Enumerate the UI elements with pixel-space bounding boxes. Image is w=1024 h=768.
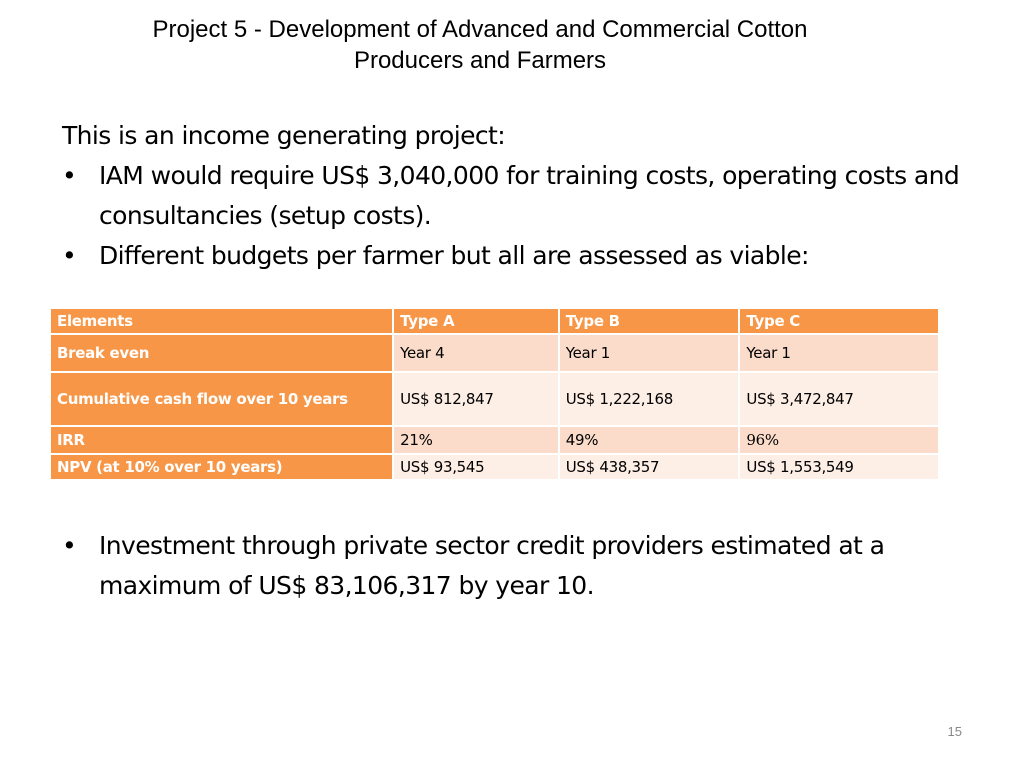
- slide-title-line-1: Project 5 - Development of Advanced and …: [152, 16, 808, 43]
- page-number: 15: [947, 724, 962, 739]
- slide-title-line-2: Producers and Farmers: [353, 47, 607, 74]
- table-cell: Year 1: [738, 333, 940, 373]
- bullet-icon: •: [62, 241, 77, 270]
- table-row: NPV (at 10% over 10 years) US$ 93,545 US…: [48, 453, 940, 481]
- bullet-text: Different budgets per farmer but all are…: [99, 241, 809, 270]
- table-row: Break even Year 4 Year 1 Year 1: [48, 333, 940, 373]
- table-cell: 49%: [557, 425, 741, 455]
- header-type-b: Type B: [557, 307, 741, 335]
- bullet-item: • Different budgets per farmer but all a…: [62, 236, 992, 276]
- table-cell: US$ 812,847: [392, 371, 560, 427]
- bullet-icon: •: [62, 161, 77, 190]
- row-label: NPV (at 10% over 10 years): [48, 453, 395, 481]
- bullet-text: IAM would require US$ 3,040,000 for trai…: [99, 161, 960, 230]
- table-cell: US$ 3,472,847: [738, 371, 940, 427]
- header-elements: Elements: [48, 307, 395, 335]
- table-cell: Year 4: [392, 333, 560, 373]
- body-text: This is an income generating project: • …: [62, 116, 992, 276]
- table-cell: US$ 93,545: [392, 453, 560, 481]
- table-cell: Year 1: [557, 333, 741, 373]
- table-cell: US$ 438,357: [557, 453, 741, 481]
- bullet-text: Investment through private sector credit…: [99, 531, 885, 600]
- table-cell: 21%: [392, 425, 560, 455]
- row-label: IRR: [48, 425, 395, 455]
- closing-bullet-block: • Investment through private sector cred…: [62, 526, 1002, 606]
- closing-bullet-list: • Investment through private sector cred…: [62, 526, 1002, 606]
- row-label: Break even: [48, 333, 395, 373]
- header-type-a: Type A: [392, 307, 560, 335]
- table-cell: 96%: [738, 425, 940, 455]
- budget-table: Elements Type A Type B Type C Break even…: [48, 307, 940, 481]
- table-header-row: Elements Type A Type B Type C: [48, 307, 940, 335]
- table-row: IRR 21% 49% 96%: [48, 425, 940, 455]
- table-cell: US$ 1,222,168: [557, 371, 741, 427]
- bullet-item: • IAM would require US$ 3,040,000 for tr…: [62, 156, 992, 236]
- table-cell: US$ 1,553,549: [738, 453, 940, 481]
- header-type-c: Type C: [738, 307, 940, 335]
- table-row: Cumulative cash flow over 10 years US$ 8…: [48, 371, 940, 427]
- bullet-list: • IAM would require US$ 3,040,000 for tr…: [62, 156, 992, 276]
- bullet-item: • Investment through private sector cred…: [62, 526, 1002, 606]
- bullet-icon: •: [62, 531, 77, 560]
- intro-text: This is an income generating project:: [62, 121, 506, 150]
- slide-title: Project 5 - Development of Advanced and …: [60, 14, 900, 76]
- row-label: Cumulative cash flow over 10 years: [48, 371, 395, 427]
